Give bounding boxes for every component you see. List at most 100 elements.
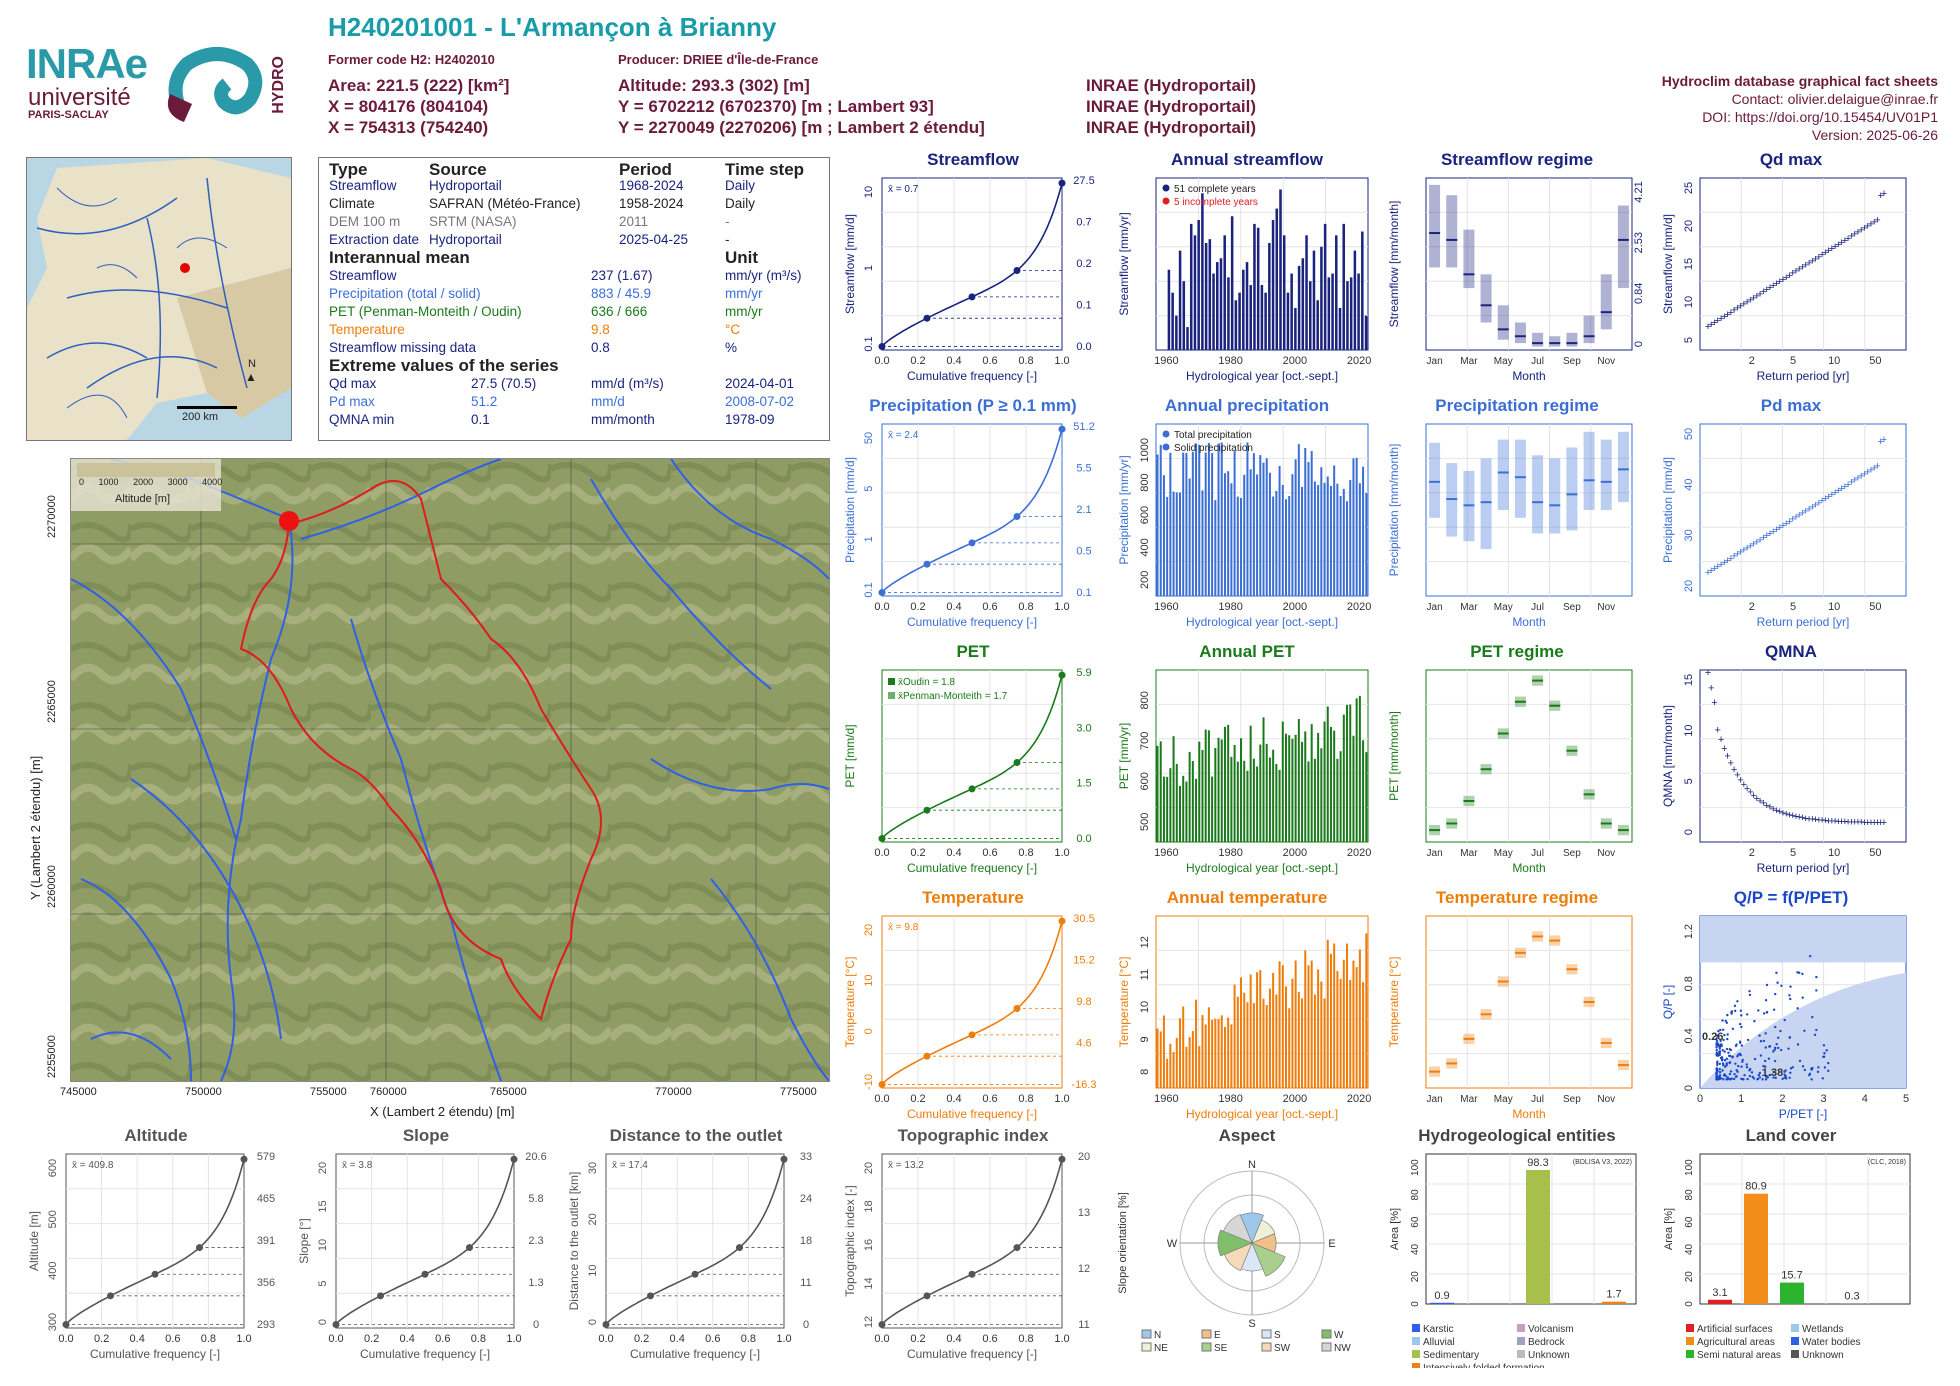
data-point: +: [1754, 536, 1760, 548]
annual-bar: [1204, 242, 1208, 350]
y-tick: 9: [1139, 1036, 1151, 1042]
plot-frame: [881, 177, 1063, 351]
right-tick: 3.0: [1076, 722, 1091, 734]
qp-point: [1733, 1072, 1736, 1076]
data-point: +: [1705, 567, 1711, 579]
annual-bar: [1162, 776, 1165, 842]
annual-bar: [1188, 478, 1191, 596]
annual-bar: [1249, 974, 1252, 1088]
annual-bar: [1159, 741, 1162, 842]
x-tick: 1980: [1218, 847, 1242, 859]
annual-bar: [1323, 482, 1326, 596]
qp-point: [1723, 1050, 1726, 1053]
annual-bar: [1331, 273, 1334, 350]
annual-bar: [1201, 749, 1204, 842]
y-axis-label: PET [mm/d]: [843, 724, 857, 787]
x-tick: 1960: [1154, 1093, 1178, 1105]
y-axis-label: PET [mm/yr]: [1117, 723, 1131, 789]
right-tick: 20.6: [525, 1151, 546, 1163]
data-point: +: [1711, 697, 1717, 709]
annual-bar: [1362, 982, 1365, 1088]
legend-label: S: [1274, 1330, 1281, 1341]
annual-bar: [1329, 953, 1332, 1088]
data-point: +: [1770, 280, 1776, 292]
chart-panel-annual_temperature: Annual temperature Hydrological year [oct…: [1112, 888, 1382, 1128]
data-point: +: [1734, 549, 1740, 561]
annual-bar: [1249, 285, 1253, 350]
credits-contact[interactable]: Contact: olivier.delaigue@inrae.fr: [1731, 91, 1938, 107]
qp-point: [1715, 1048, 1718, 1052]
data-point: +: [1780, 520, 1786, 532]
qp-point: [1726, 1013, 1729, 1017]
info-type: Streamflow: [329, 178, 397, 193]
x-tick: Sep: [1563, 602, 1581, 613]
x-tick: 0.4: [946, 1333, 961, 1345]
x-tick: 0: [1697, 1093, 1703, 1105]
data-point: +: [1796, 510, 1802, 522]
legend-label: Alluvial: [1423, 1337, 1455, 1348]
data-point: +: [1750, 538, 1756, 550]
location-minimap: 200 km ▲ N: [26, 157, 292, 441]
annual-bar: [1339, 978, 1342, 1088]
credits: Hydroclim database graphical fact sheets…: [1662, 72, 1938, 144]
annual-bar: [1217, 443, 1220, 596]
legend-swatch: [1412, 1350, 1420, 1358]
annual-bar: [1238, 292, 1241, 350]
y-tick: 20: [317, 1162, 329, 1174]
right-tick: 5.5: [1076, 463, 1091, 475]
annual-bar: [1275, 994, 1278, 1088]
chart-panel-pd_max: Pd max Return period [yr] Precipitation [m…: [1656, 396, 1926, 636]
data-point: +: [1803, 505, 1809, 517]
x-tick: 2000: [1283, 1093, 1307, 1105]
y-tick: 40: [1410, 1243, 1421, 1255]
aspect-sector: [1251, 1219, 1276, 1244]
x-tick: 2020: [1347, 1093, 1371, 1105]
source-label: (CLC, 2018): [1868, 1159, 1906, 1166]
y-axis-label: Streamflow [mm/d]: [1661, 214, 1675, 314]
annual-bar: [1178, 250, 1182, 350]
annual-bar: [1175, 763, 1178, 842]
data-point: +: [1760, 286, 1766, 298]
extreme-date: 2008-07-02: [725, 394, 795, 409]
annual-bar: [1252, 453, 1255, 596]
data-point: +: [1770, 526, 1776, 538]
data-point: +: [1741, 779, 1747, 791]
chart-title: Annual precipitation: [1164, 396, 1330, 415]
info-type: DEM 100 m: [329, 214, 401, 229]
annual-bar: [1342, 959, 1345, 1088]
qp-point: [1748, 993, 1752, 997]
annual-bar: [1313, 994, 1316, 1088]
plot-frame: [1699, 1153, 1911, 1305]
chart-panel-slope: Slope Cumulative frequency [-] Slope [°] 0.…: [292, 1126, 560, 1368]
annual-bar: [1281, 484, 1284, 596]
info-period: 1968-2024: [619, 178, 684, 193]
credits-doi[interactable]: DOI: https://doi.org/10.15454/UV01P1: [1702, 109, 1938, 125]
mean-label: x̄ = 409.8: [72, 1160, 114, 1171]
qp-point: [1762, 1012, 1766, 1015]
legend-swatch: [1686, 1350, 1694, 1358]
plot-frame: [1425, 669, 1633, 843]
annual-bar: [1230, 1024, 1233, 1088]
qp-point: [1764, 1078, 1768, 1081]
data-point: +: [1868, 218, 1874, 230]
data-point: +: [1718, 559, 1724, 571]
extreme-value: 0.1: [471, 412, 490, 427]
data-point: +: [1832, 241, 1838, 253]
x-tick: 1.0: [1054, 1093, 1069, 1105]
extreme-label: QMNA min: [329, 412, 395, 427]
qp-point: [1725, 1064, 1728, 1067]
chart-svg-qmna: Return period [yr]QMNA [mm/month]+++++++…: [1661, 667, 1907, 875]
right-tick: 0.1: [1076, 587, 1091, 599]
x-tick: 0.8: [1018, 847, 1033, 859]
category-bar: [1602, 1301, 1626, 1304]
legend-swatch: [1141, 1342, 1152, 1352]
annual-bar: [1175, 315, 1178, 350]
annual-bar: [1253, 223, 1256, 350]
qp-point: [1822, 1044, 1826, 1047]
y-tick: 25: [1683, 182, 1695, 194]
chart-panel-temperature: Temperature Cumulative frequency [-] Tempe…: [838, 888, 1108, 1128]
right-tick: 0.7: [1076, 217, 1091, 229]
chart-panel-annual_pet: Annual PET Hydrological year [oct.-sept.]…: [1112, 642, 1382, 882]
annual-bar: [1342, 488, 1345, 596]
qp-point: [1741, 1058, 1744, 1062]
